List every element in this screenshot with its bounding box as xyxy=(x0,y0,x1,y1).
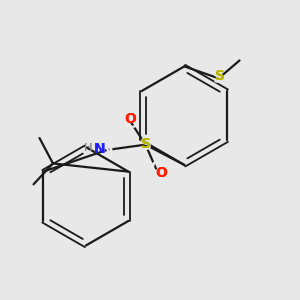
Text: N: N xyxy=(94,142,105,156)
Text: S: S xyxy=(215,69,225,83)
Text: O: O xyxy=(124,112,136,126)
Text: N: N xyxy=(100,141,114,159)
Text: O: O xyxy=(155,166,167,180)
Text: S: S xyxy=(140,136,152,154)
Text: S: S xyxy=(215,69,225,83)
Text: H: H xyxy=(84,142,92,153)
Text: S: S xyxy=(141,137,151,151)
Text: S: S xyxy=(141,137,151,151)
Text: O: O xyxy=(124,114,139,132)
Text: O: O xyxy=(155,166,167,180)
Text: N: N xyxy=(94,142,105,156)
Text: H: H xyxy=(84,142,92,153)
Text: S: S xyxy=(213,69,225,87)
Text: O: O xyxy=(124,112,136,126)
Text: O: O xyxy=(149,160,163,178)
